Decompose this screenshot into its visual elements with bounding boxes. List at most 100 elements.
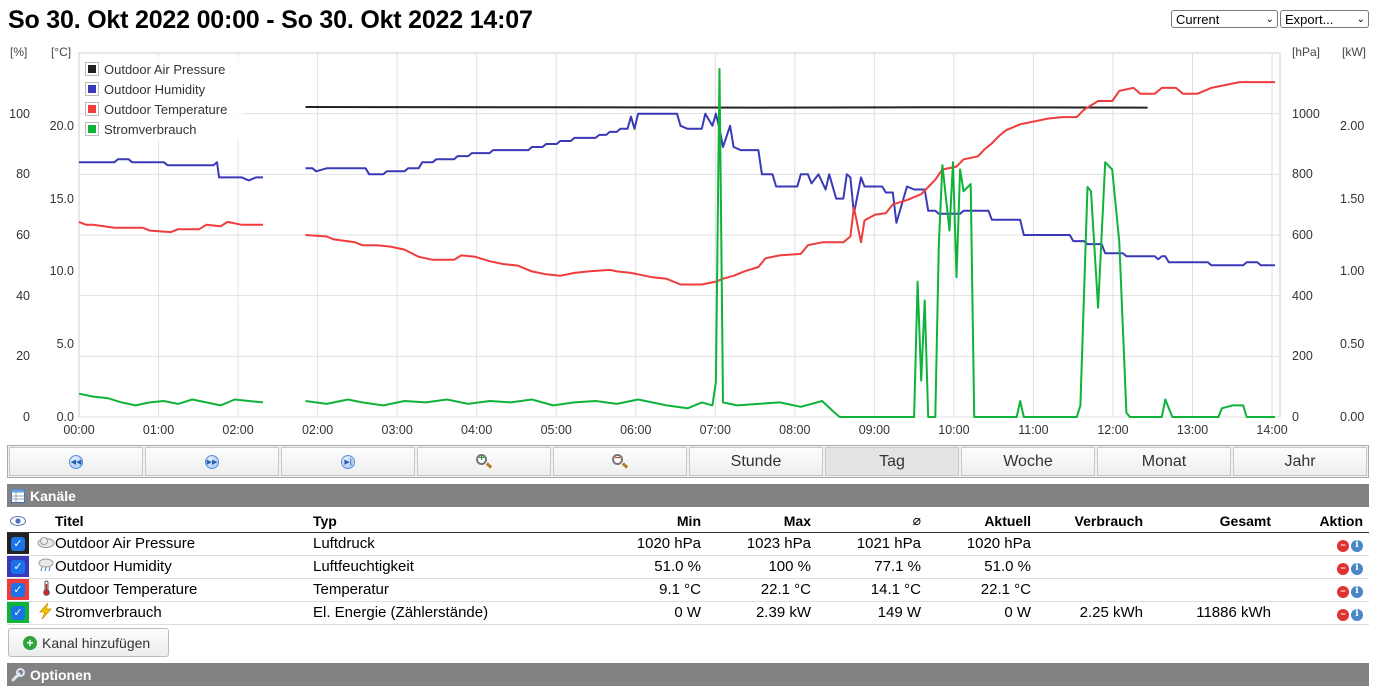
temperature-tick-label: 5.0	[56, 337, 74, 352]
temperature-tick-label: 10.0	[49, 264, 74, 279]
channel-max: 2.39 kW	[707, 601, 817, 625]
legend-item[interactable]: Outdoor Humidity	[85, 79, 241, 99]
legend-swatch	[85, 102, 99, 116]
range-day-button[interactable]: Tag	[825, 447, 959, 476]
pressure-axis-unit: [hPa]	[1292, 45, 1321, 59]
zoom-out-button[interactable]: −	[553, 447, 687, 476]
zoom-in-icon: +	[476, 453, 493, 470]
visibility-cell: ✓	[7, 578, 29, 602]
channel-actions: − i	[1277, 578, 1369, 602]
fast-forward-button[interactable]: ▶▶	[145, 447, 279, 476]
channel-consumption: 2.25 kWh	[1037, 601, 1149, 625]
legend-item[interactable]: Outdoor Air Pressure	[85, 59, 241, 79]
eye-icon	[10, 515, 26, 526]
channel-actions: − i	[1277, 555, 1369, 579]
info-icon[interactable]: i	[1351, 608, 1363, 621]
legend-item[interactable]: Outdoor Temperature	[85, 99, 241, 119]
legend-color	[88, 65, 96, 73]
channel-title[interactable]: Stromverbrauch	[55, 601, 307, 625]
channel-current: 0 W	[927, 601, 1037, 625]
time-tick-label: 14:00	[1256, 423, 1288, 437]
export-select[interactable]: Export... ⌄	[1280, 10, 1369, 28]
visibility-cell: ✓	[7, 555, 29, 579]
channels-table: Titel Typ Min Max ⌀ Aktuell Verbrauch Ge…	[7, 510, 1369, 625]
channel-icon-cell	[29, 555, 55, 579]
time-tick-label: 12:00	[1097, 423, 1129, 437]
channel-visibility-checkbox[interactable]: ✓	[7, 579, 29, 600]
info-icon[interactable]: i	[1351, 562, 1363, 575]
channel-title[interactable]: Outdoor Temperature	[55, 578, 307, 602]
time-tick-label: 07:00	[699, 423, 731, 437]
time-tick-label: 00:00	[63, 423, 95, 437]
channel-min: 9.1 °C	[587, 578, 707, 602]
channel-icon-cell	[29, 532, 55, 556]
period-select-value: Current	[1176, 11, 1220, 27]
channel-visibility-checkbox[interactable]: ✓	[7, 533, 29, 554]
column-header-title: Titel	[55, 510, 307, 533]
channel-title[interactable]: Outdoor Humidity	[55, 555, 307, 579]
visibility-cell: ✓	[7, 532, 29, 556]
channels-section-header[interactable]: Kanäle	[7, 484, 1369, 507]
pressure-tick-label: 400	[1292, 288, 1313, 303]
column-header-max: Max	[707, 510, 817, 533]
chart-legend: Outdoor Air Pressure Outdoor Humidity Ou…	[83, 57, 243, 141]
delete-icon[interactable]: −	[1337, 539, 1349, 552]
table-header-row: Titel Typ Min Max ⌀ Aktuell Verbrauch Ge…	[7, 510, 1369, 533]
delete-icon[interactable]: −	[1337, 562, 1349, 575]
add-channel-button[interactable]: + Kanal hinzufügen	[8, 628, 169, 657]
info-icon[interactable]: i	[1351, 585, 1363, 598]
legend-color	[88, 105, 96, 113]
time-tick-label: 09:00	[858, 423, 890, 437]
temperature-tick-label: 15.0	[49, 191, 74, 206]
channel-type: Luftfeuchtigkeit	[307, 555, 587, 579]
power-tick-label: 1.00	[1340, 264, 1365, 279]
info-icon[interactable]: i	[1351, 539, 1363, 552]
range-week-button[interactable]: Woche	[961, 447, 1095, 476]
check-icon: ✓	[11, 605, 25, 620]
rain-cloud-icon	[38, 558, 54, 571]
time-tick-label: 05:00	[540, 423, 572, 437]
channel-actions: − i	[1277, 601, 1369, 625]
channel-avg: 77.1 %	[817, 555, 927, 579]
range-year-button[interactable]: Jahr	[1233, 447, 1367, 476]
time-tick-label: 03:00	[381, 423, 413, 437]
channel-max: 1023 hPa	[707, 532, 817, 556]
add-icon: +	[23, 635, 37, 650]
legend-item[interactable]: Stromverbrauch	[85, 119, 241, 139]
range-hour-button[interactable]: Stunde	[689, 447, 823, 476]
time-tick-label: 01:00	[142, 423, 175, 437]
range-month-button[interactable]: Monat	[1097, 447, 1231, 476]
period-select[interactable]: Current ⌄	[1171, 10, 1278, 28]
channel-icon-cell	[29, 601, 55, 625]
channel-title[interactable]: Outdoor Air Pressure	[55, 532, 307, 556]
legend-swatch	[85, 82, 99, 96]
channel-total	[1149, 555, 1277, 579]
chart-canvas[interactable]	[0, 0, 1376, 440]
legend-label: Outdoor Air Pressure	[104, 61, 226, 77]
channel-visibility-checkbox[interactable]: ✓	[7, 556, 29, 577]
rewind-button[interactable]: ◀◀	[9, 447, 143, 476]
humidity-axis-unit: [%]	[10, 45, 28, 59]
delete-icon[interactable]: −	[1337, 585, 1349, 598]
time-tick-label: 11:00	[1018, 423, 1049, 437]
options-section-header[interactable]: Optionen	[7, 663, 1369, 686]
channel-current: 22.1 °C	[927, 578, 1037, 602]
power-tick-label: 0.50	[1340, 337, 1365, 352]
channel-total: 11886 kWh	[1149, 601, 1277, 625]
channel-consumption	[1037, 532, 1149, 556]
delete-icon[interactable]: −	[1337, 608, 1349, 621]
channel-type: El. Energie (Zählerstände)	[307, 601, 587, 625]
time-tick-label: 08:00	[779, 423, 811, 437]
channel-visibility-checkbox[interactable]: ✓	[7, 602, 29, 623]
pressure-tick-label: 1000	[1292, 106, 1320, 121]
column-header-type: Typ	[307, 510, 587, 533]
column-header-min: Min	[587, 510, 707, 533]
zoom-in-button[interactable]: +	[417, 447, 551, 476]
channel-type: Temperatur	[307, 578, 587, 602]
legend-label: Outdoor Temperature	[104, 101, 228, 117]
pressure-tick-label: 800	[1292, 167, 1313, 182]
export-select-value: Export...	[1285, 11, 1334, 27]
skip-to-end-button[interactable]: ▶|	[281, 447, 415, 476]
humidity-tick-label: 20	[16, 349, 30, 364]
time-tick-label: 13:00	[1176, 423, 1209, 437]
